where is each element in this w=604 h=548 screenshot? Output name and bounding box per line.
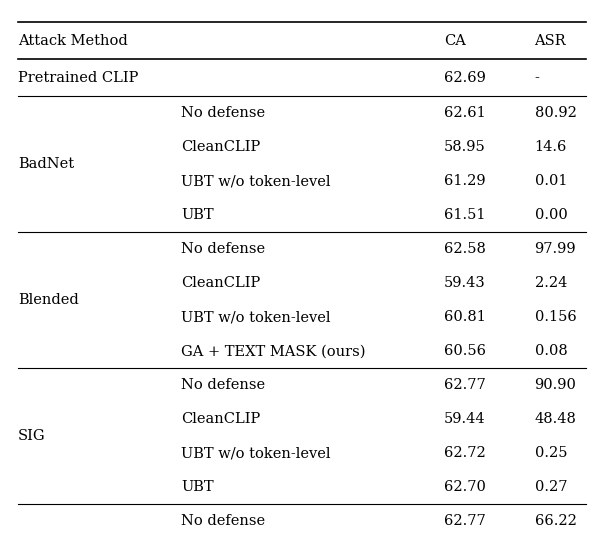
- Text: No defense: No defense: [181, 514, 265, 528]
- Text: ASR: ASR: [535, 33, 566, 48]
- Text: Attack Method: Attack Method: [18, 33, 128, 48]
- Text: GA + TEXT MASK (ours): GA + TEXT MASK (ours): [181, 344, 365, 358]
- Text: UBT w/o token-level: UBT w/o token-level: [181, 174, 331, 189]
- Text: 97.99: 97.99: [535, 242, 576, 256]
- Text: 62.72: 62.72: [444, 446, 486, 460]
- Text: 59.43: 59.43: [444, 276, 486, 290]
- Text: 60.81: 60.81: [444, 310, 486, 324]
- Text: No defense: No defense: [181, 242, 265, 256]
- Text: CleanCLIP: CleanCLIP: [181, 276, 260, 290]
- Text: 80.92: 80.92: [535, 106, 576, 121]
- Text: 90.90: 90.90: [535, 378, 576, 392]
- Text: 58.95: 58.95: [444, 140, 486, 155]
- Text: 59.44: 59.44: [444, 412, 486, 426]
- Text: 62.61: 62.61: [444, 106, 486, 121]
- Text: CleanCLIP: CleanCLIP: [181, 412, 260, 426]
- Text: BadNet: BadNet: [18, 157, 74, 172]
- Text: 62.77: 62.77: [444, 514, 486, 528]
- Text: 48.48: 48.48: [535, 412, 576, 426]
- Text: 60.56: 60.56: [444, 344, 486, 358]
- Text: 62.69: 62.69: [444, 71, 486, 85]
- Text: 66.22: 66.22: [535, 514, 576, 528]
- Text: No defense: No defense: [181, 378, 265, 392]
- Text: 62.58: 62.58: [444, 242, 486, 256]
- Text: SIG: SIG: [18, 429, 46, 443]
- Text: UBT w/o token-level: UBT w/o token-level: [181, 446, 331, 460]
- Text: Blended: Blended: [18, 293, 79, 307]
- Text: 62.70: 62.70: [444, 480, 486, 494]
- Text: CleanCLIP: CleanCLIP: [181, 140, 260, 155]
- Text: UBT: UBT: [181, 208, 214, 222]
- Text: 61.51: 61.51: [444, 208, 486, 222]
- Text: 0.25: 0.25: [535, 446, 567, 460]
- Text: 0.08: 0.08: [535, 344, 567, 358]
- Text: 14.6: 14.6: [535, 140, 567, 155]
- Text: -: -: [535, 71, 539, 85]
- Text: 0.00: 0.00: [535, 208, 567, 222]
- Text: 2.24: 2.24: [535, 276, 567, 290]
- Text: 0.156: 0.156: [535, 310, 576, 324]
- Text: 0.27: 0.27: [535, 480, 567, 494]
- Text: UBT w/o token-level: UBT w/o token-level: [181, 310, 331, 324]
- Text: 61.29: 61.29: [444, 174, 486, 189]
- Text: UBT: UBT: [181, 480, 214, 494]
- Text: 0.01: 0.01: [535, 174, 567, 189]
- Text: CA: CA: [444, 33, 466, 48]
- Text: No defense: No defense: [181, 106, 265, 121]
- Text: Pretrained CLIP: Pretrained CLIP: [18, 71, 138, 85]
- Text: 62.77: 62.77: [444, 378, 486, 392]
